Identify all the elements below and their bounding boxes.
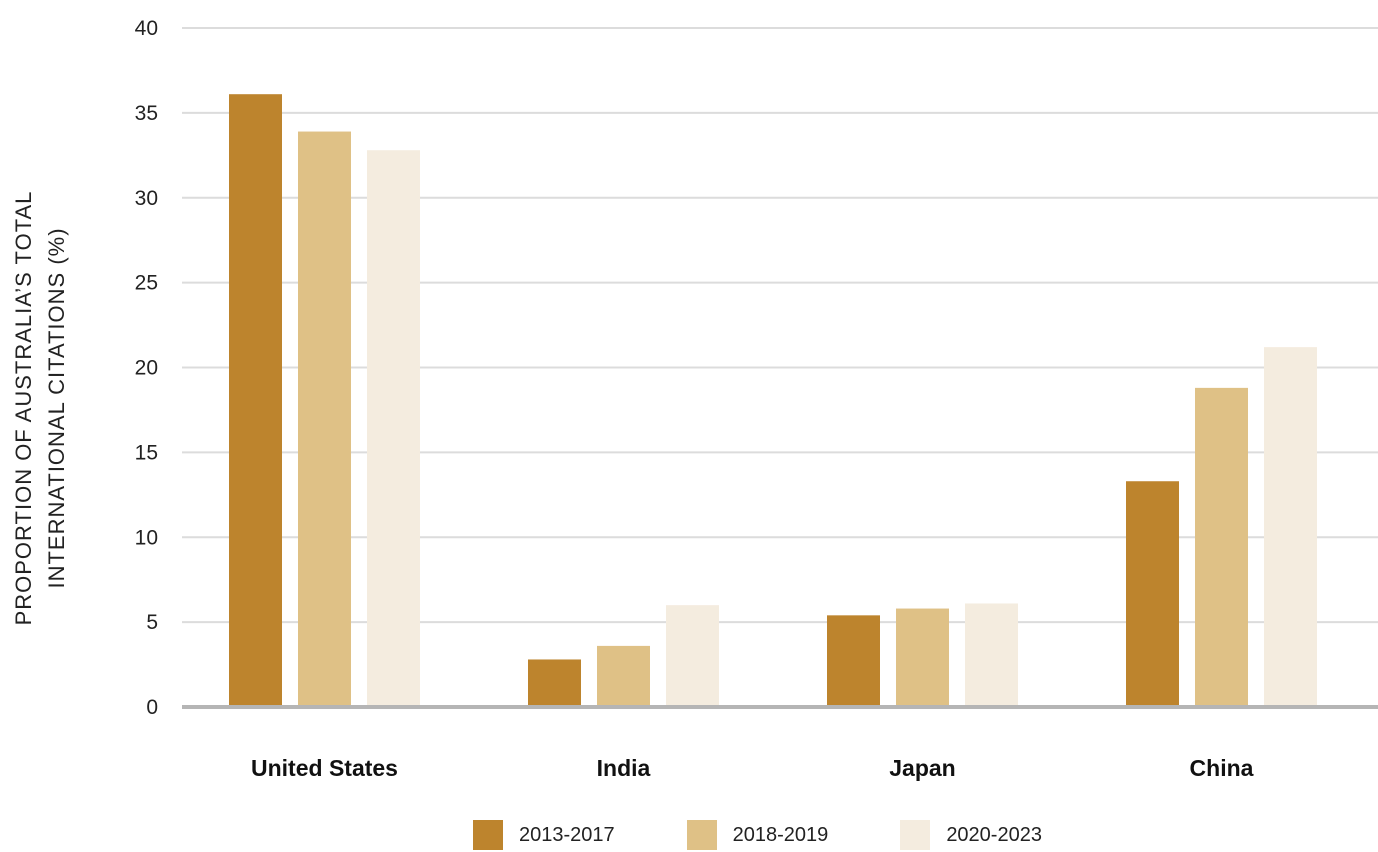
legend-label: 2020-2023 bbox=[946, 823, 1042, 846]
bar-2020-2023-china bbox=[1264, 347, 1317, 707]
bar-2020-2023-united-states bbox=[367, 150, 420, 708]
bars bbox=[229, 94, 1317, 708]
bar-chart: 0 5 10 15 20 25 30 35 40 United States India Japan… bbox=[11, 17, 1378, 781]
y-tick-label: 0 bbox=[146, 696, 158, 719]
legend-label: 2013-2017 bbox=[519, 823, 615, 846]
legend-swatch bbox=[473, 820, 503, 850]
category-label: China bbox=[1190, 755, 1254, 781]
y-tick-label: 20 bbox=[135, 357, 158, 380]
bar-2018-2019-united-states bbox=[298, 131, 351, 708]
bar-2020-2023-japan bbox=[965, 603, 1018, 707]
bar-2013-2017-japan bbox=[827, 615, 880, 707]
bar-2018-2019-india bbox=[597, 645, 650, 707]
category-labels: United States India Japan China bbox=[251, 755, 1254, 781]
bar-2013-2017-china bbox=[1126, 481, 1179, 707]
legend-item: 2018-2019 bbox=[686, 820, 829, 850]
category-label: Japan bbox=[889, 755, 955, 781]
legend-item: 2013-2017 bbox=[473, 820, 615, 850]
bar-2018-2019-japan bbox=[896, 608, 949, 707]
category-label: United States bbox=[251, 755, 398, 781]
legend-label: 2018-2019 bbox=[732, 823, 829, 846]
y-axis-label-line: INTERNATIONAL CITATIONS (%) bbox=[44, 227, 69, 588]
bar-2020-2023-india bbox=[666, 605, 719, 707]
y-tick-labels: 0 5 10 15 20 25 30 35 40 bbox=[135, 17, 158, 719]
y-axis-label-line: PROPORTION OF AUSTRALIA’S TOTAL bbox=[11, 191, 36, 626]
bar-2013-2017-india bbox=[528, 659, 581, 707]
category-label: India bbox=[597, 755, 651, 781]
legend: 2013-2017 2018-2019 2020-2023 bbox=[0, 812, 1378, 852]
legend-swatch bbox=[900, 820, 931, 850]
bar-2018-2019-china bbox=[1195, 387, 1248, 707]
legend-items: 2013-2017 2018-2019 2020-2023 bbox=[473, 820, 1114, 850]
bar-2013-2017-united-states bbox=[229, 94, 282, 707]
y-tick-label: 5 bbox=[146, 611, 158, 634]
legend-swatch bbox=[686, 820, 717, 850]
y-tick-label: 25 bbox=[135, 272, 158, 295]
y-tick-label: 10 bbox=[135, 526, 158, 549]
y-tick-label: 15 bbox=[135, 441, 158, 464]
y-tick-label: 40 bbox=[135, 17, 158, 40]
y-tick-label: 35 bbox=[135, 102, 158, 125]
legend-item: 2020-2023 bbox=[900, 820, 1042, 850]
y-tick-label: 30 bbox=[135, 187, 158, 210]
y-axis-label: PROPORTION OF AUSTRALIA’S TOTAL INTERNATI… bbox=[11, 191, 69, 626]
